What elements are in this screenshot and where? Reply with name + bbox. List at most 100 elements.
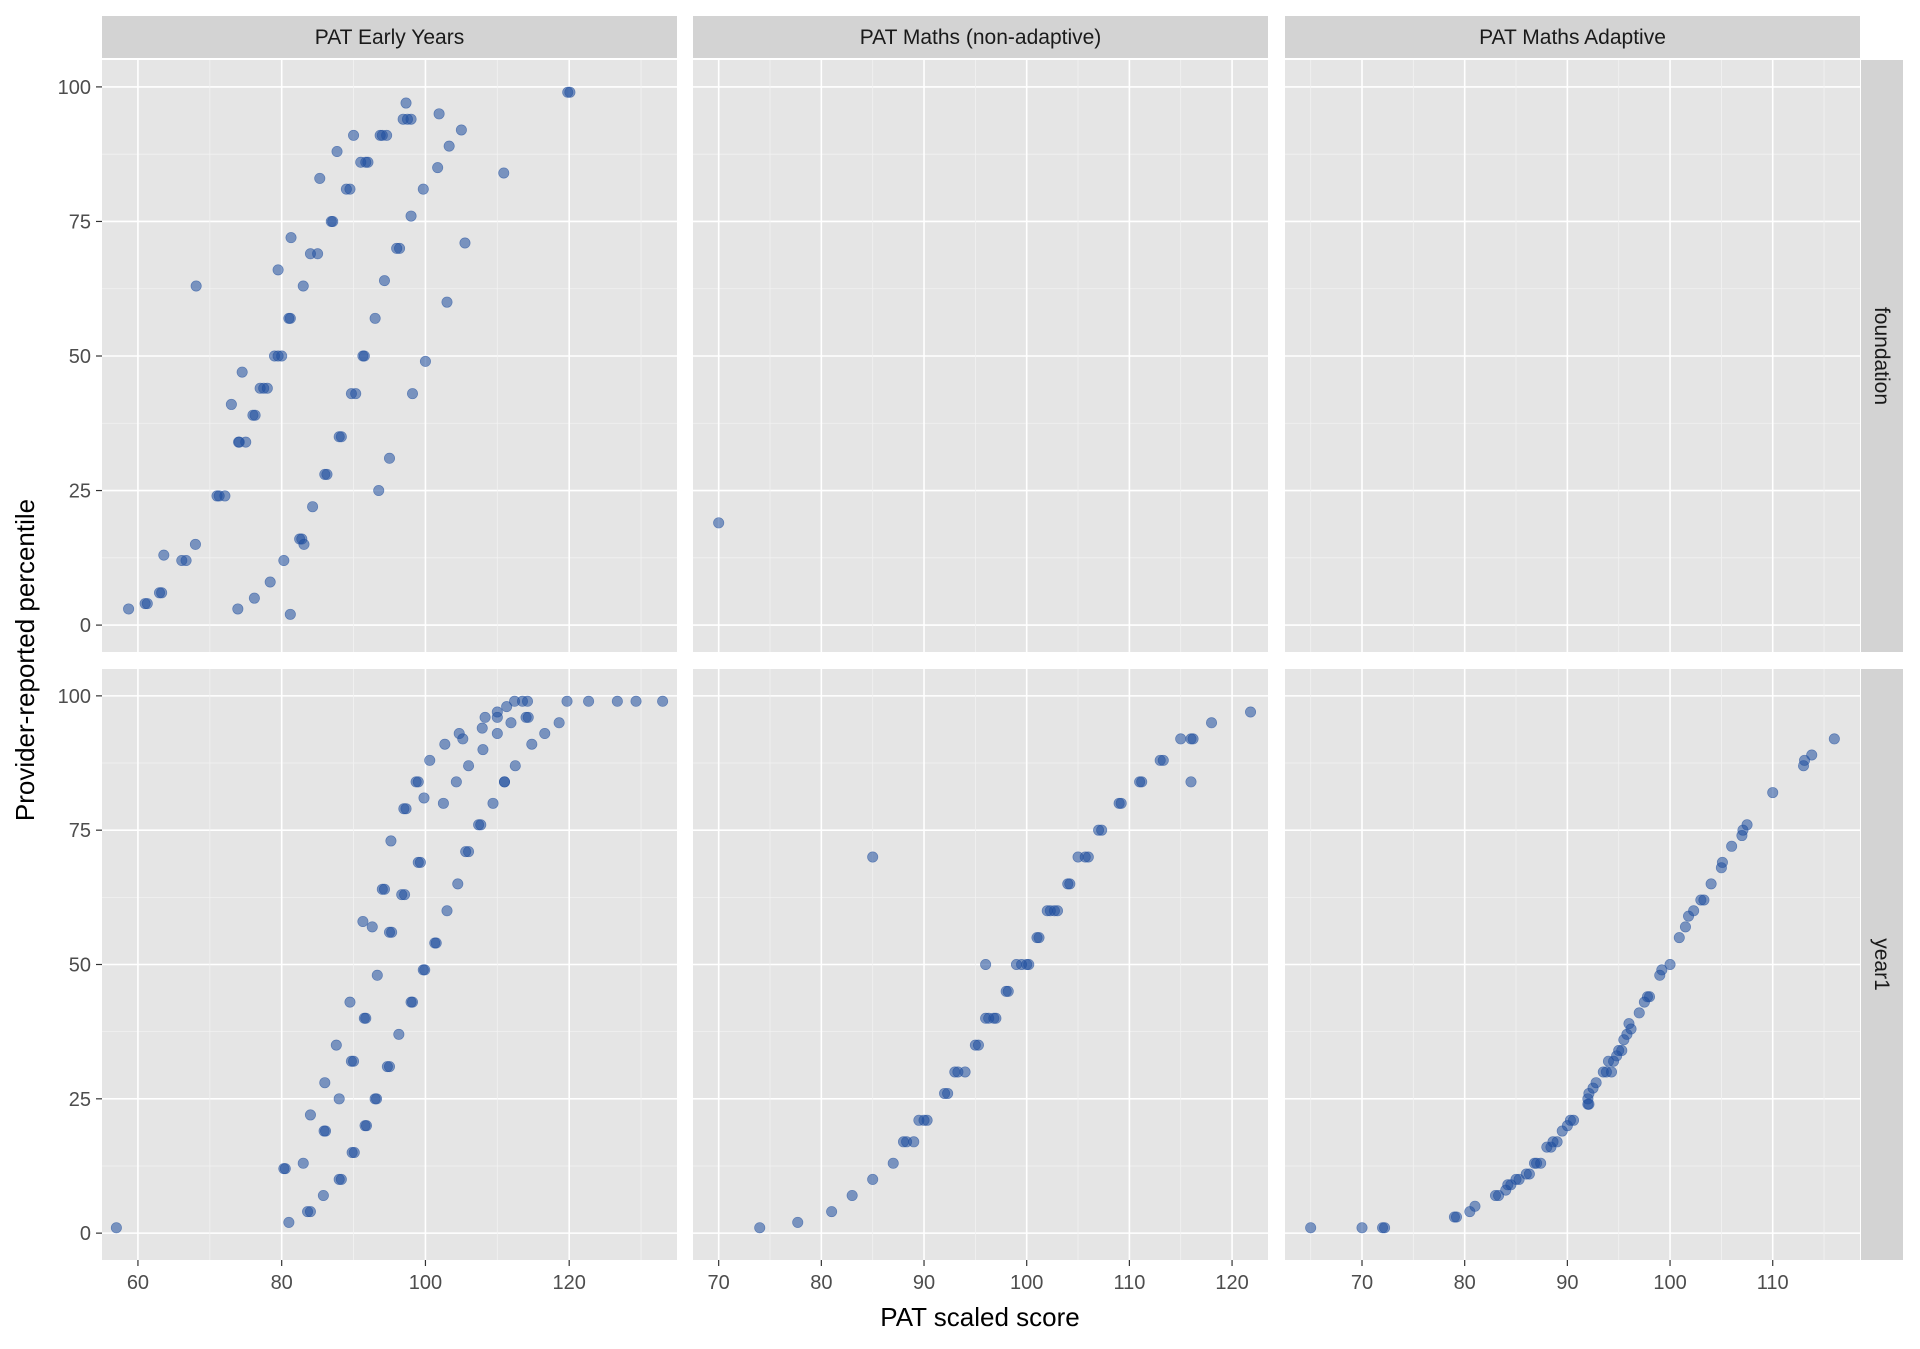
data-point <box>942 1087 954 1099</box>
data-point <box>219 490 231 502</box>
data-point <box>357 916 369 928</box>
data-point <box>867 1173 879 1185</box>
data-point <box>350 388 362 400</box>
data-point <box>433 108 445 120</box>
x-tick-label: 80 <box>1454 1272 1476 1294</box>
data-point <box>371 969 383 981</box>
data-point <box>452 878 464 890</box>
data-point <box>1705 878 1717 890</box>
data-point <box>373 485 385 497</box>
data-point <box>1828 733 1840 745</box>
data-point <box>327 215 339 227</box>
data-point <box>399 889 411 901</box>
data-point <box>509 760 521 772</box>
y-tick-label: 100 <box>58 686 91 708</box>
data-point <box>419 355 431 367</box>
data-point <box>443 140 455 152</box>
data-point <box>1469 1200 1481 1212</box>
data-point <box>526 738 538 750</box>
data-point <box>754 1222 766 1234</box>
data-point <box>522 711 534 723</box>
series-points-2-1 <box>1305 733 1840 1234</box>
data-point <box>1002 985 1014 997</box>
data-point <box>921 1114 933 1126</box>
facet-label-row: foundation <box>1870 307 1893 405</box>
data-point <box>1551 1136 1563 1148</box>
data-point <box>284 608 296 620</box>
data-point <box>1616 1044 1628 1056</box>
data-point <box>285 232 297 244</box>
data-point <box>1136 776 1148 788</box>
data-point <box>432 162 444 174</box>
panel-2-0 <box>1285 60 1860 652</box>
data-point <box>1064 878 1076 890</box>
x-tick-label: 120 <box>553 1272 586 1294</box>
x-tick-label: 70 <box>708 1272 730 1294</box>
data-point <box>330 1039 342 1051</box>
data-point <box>261 382 273 394</box>
data-point <box>276 350 288 362</box>
series-points-1-0 <box>713 517 725 529</box>
series-points-0-1 <box>110 695 669 1234</box>
data-point <box>867 851 879 863</box>
data-point <box>406 388 418 400</box>
data-point <box>180 555 192 567</box>
data-point <box>450 776 462 788</box>
data-point <box>1656 964 1668 976</box>
data-point <box>476 722 488 734</box>
data-point <box>1023 958 1035 970</box>
data-point <box>463 846 475 858</box>
data-point <box>141 598 153 610</box>
x-tick-label: 80 <box>271 1272 293 1294</box>
data-point <box>225 398 237 410</box>
x-axis-title: PAT scaled score <box>880 1302 1079 1332</box>
facet-label-row: year1 <box>1870 938 1893 991</box>
y-tick-label: 100 <box>58 77 91 99</box>
data-point <box>283 1216 295 1228</box>
data-point <box>887 1157 899 1169</box>
data-point <box>564 86 576 98</box>
data-point <box>505 717 517 729</box>
data-point <box>980 958 992 970</box>
facet-label-column: PAT Maths Adaptive <box>1479 26 1666 49</box>
data-point <box>400 803 412 815</box>
y-axis-title: Provider-reported percentile <box>10 499 40 821</box>
data-point <box>1535 1157 1547 1169</box>
data-point <box>1185 776 1197 788</box>
x-tick-label: 70 <box>1351 1272 1373 1294</box>
data-point <box>475 819 487 831</box>
data-point <box>335 431 347 443</box>
data-point <box>792 1216 804 1228</box>
data-point <box>360 1012 372 1024</box>
data-point <box>405 113 417 125</box>
data-point <box>406 996 418 1008</box>
data-point <box>1356 1222 1368 1234</box>
data-point <box>381 129 393 141</box>
data-point <box>1664 958 1676 970</box>
y-tick-label: 75 <box>69 211 91 233</box>
data-point <box>498 167 510 179</box>
data-point <box>463 760 475 772</box>
y-tick-label: 50 <box>69 346 91 368</box>
data-point <box>501 701 513 713</box>
data-point <box>314 172 326 184</box>
y-tick-label: 0 <box>80 615 91 637</box>
y-tick-label: 75 <box>69 820 91 842</box>
data-point <box>412 776 424 788</box>
data-point <box>272 264 284 276</box>
data-point <box>1175 733 1187 745</box>
data-point <box>846 1190 858 1202</box>
series-points-1-1 <box>754 706 1257 1234</box>
data-point <box>430 937 442 949</box>
data-point <box>278 1163 290 1175</box>
data-point <box>959 1066 971 1078</box>
data-point <box>248 592 260 604</box>
data-point <box>1187 733 1199 745</box>
data-point <box>344 996 356 1008</box>
data-point <box>378 275 390 287</box>
data-point <box>418 792 430 804</box>
x-tick-label: 100 <box>1653 1272 1686 1294</box>
data-point <box>298 538 310 550</box>
data-point <box>348 1055 360 1067</box>
data-point <box>972 1039 984 1051</box>
